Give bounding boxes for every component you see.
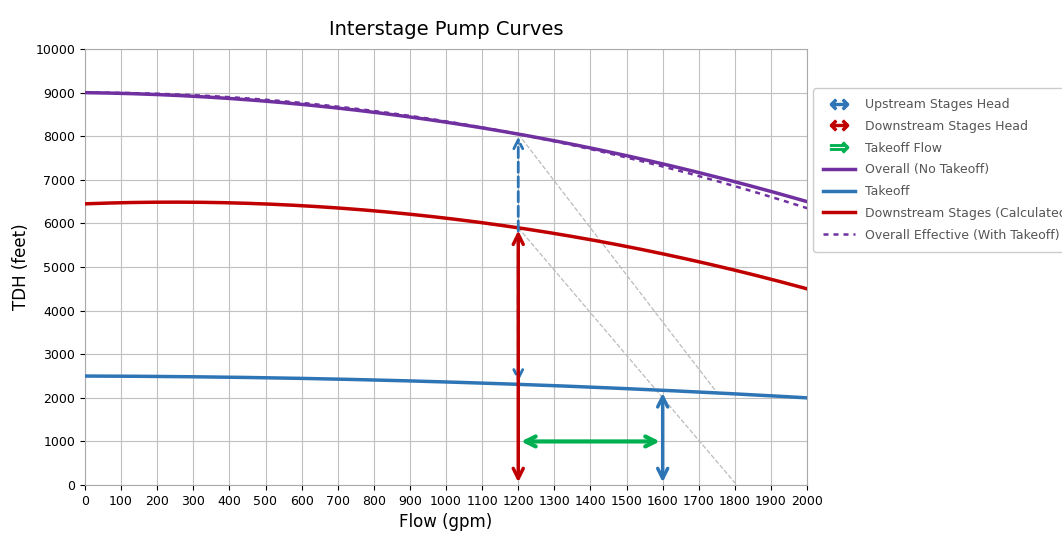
- Y-axis label: TDH (feet): TDH (feet): [12, 224, 30, 310]
- Title: Interstage Pump Curves: Interstage Pump Curves: [329, 20, 563, 39]
- Legend: Upstream Stages Head, Downstream Stages Head, Takeoff Flow, Overall (No Takeoff): Upstream Stages Head, Downstream Stages …: [813, 88, 1062, 251]
- X-axis label: Flow (gpm): Flow (gpm): [399, 513, 493, 531]
